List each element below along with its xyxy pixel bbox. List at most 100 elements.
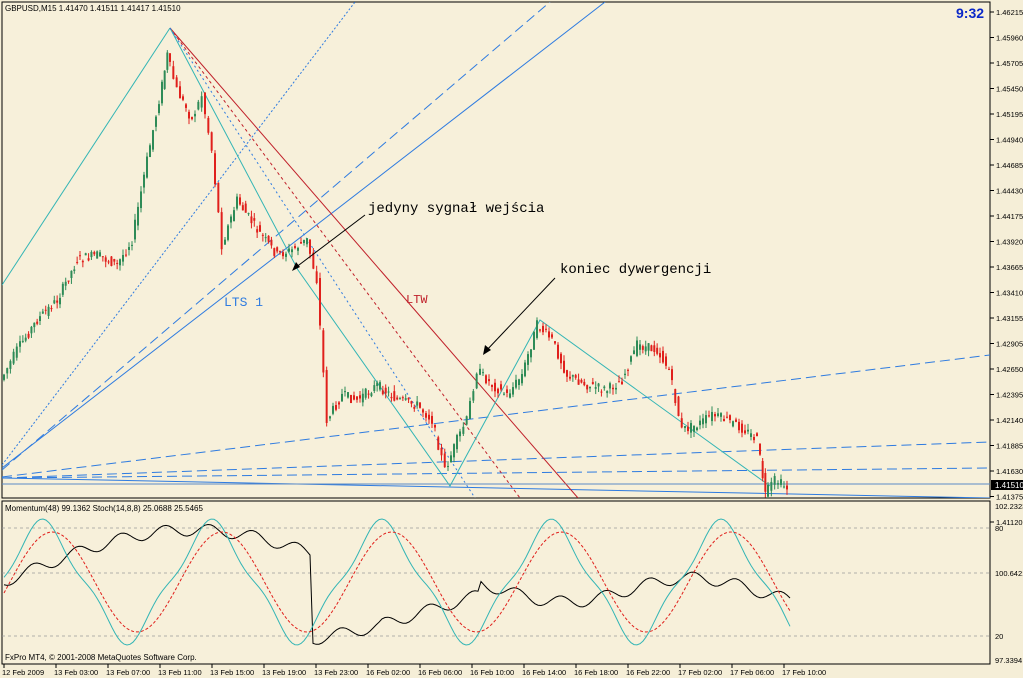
divergence-arrow <box>484 277 556 353</box>
candle-body <box>747 429 749 432</box>
price-chart-area[interactable] <box>1 1 991 499</box>
ltw-label[interactable]: LTW <box>406 293 428 307</box>
candle-body <box>563 360 565 373</box>
candle-body <box>182 96 184 100</box>
lts-trendline[interactable] <box>2 2 606 469</box>
candle-body <box>554 341 556 344</box>
dotted-fan-line[interactable] <box>2 2 356 466</box>
candle-body <box>560 353 562 364</box>
candle-body <box>515 379 517 388</box>
candle-body <box>152 130 154 150</box>
candle-body <box>574 375 577 378</box>
candle-body <box>332 405 334 414</box>
candle-body <box>726 416 728 418</box>
candle-body <box>434 424 436 428</box>
teal-trendline-up[interactable] <box>2 27 171 286</box>
candle-body <box>738 421 740 431</box>
candle-body <box>653 345 656 352</box>
candle-body <box>401 397 404 399</box>
candle-body <box>279 251 281 253</box>
candle-body <box>462 426 465 434</box>
price-tick-label: 1.44940 <box>996 136 1023 145</box>
candle-body <box>61 283 64 295</box>
candle-body <box>425 413 427 418</box>
candle-body <box>786 485 788 490</box>
candle-body <box>431 415 433 424</box>
candle-body <box>217 182 220 213</box>
candle-body <box>597 383 600 387</box>
indicator-tick-label: 80 <box>995 524 1003 533</box>
indicator-label: Momentum(48) 99.1362 Stoch(14,8,8) 25.06… <box>5 504 203 513</box>
candle-body <box>475 373 478 389</box>
candle-body <box>551 334 553 338</box>
candle-body <box>437 437 440 450</box>
candle-body <box>482 372 484 374</box>
candle-body <box>662 350 664 363</box>
annotations[interactable]: jedyny sygnał wejścia koniec dywergencji… <box>224 201 711 355</box>
price-tick-label: 1.46215 <box>996 8 1023 17</box>
lts-label[interactable]: LTS 1 <box>224 295 263 310</box>
candle-body <box>384 387 387 394</box>
ltw-dashed-line[interactable] <box>169 27 521 498</box>
candle-body <box>569 376 571 379</box>
candle-body <box>443 453 446 468</box>
candle-body <box>524 362 526 377</box>
time-tick-label: 16 Feb 10:00 <box>470 668 514 677</box>
candle-body <box>783 486 785 488</box>
candle-body <box>647 343 650 351</box>
candle-body <box>696 427 698 431</box>
candle-body <box>197 101 200 110</box>
candle-body <box>390 396 393 399</box>
candle-body <box>210 132 213 151</box>
candle-body <box>450 455 452 463</box>
candle-body <box>539 329 541 331</box>
candle-body <box>288 248 290 252</box>
candle-body <box>214 153 216 185</box>
candle-body <box>469 401 471 419</box>
candle-body <box>472 391 475 401</box>
drawn-objects[interactable] <box>2 2 990 498</box>
candle-body <box>615 387 617 390</box>
dashed-support-line-1[interactable] <box>2 354 990 478</box>
candle-body <box>404 398 407 400</box>
candle-body <box>770 481 773 491</box>
candle-body <box>33 322 36 328</box>
candle-body <box>668 368 670 370</box>
solid-support-line[interactable] <box>2 477 990 498</box>
candle-body <box>594 387 597 389</box>
symbol-info: GBPUSD,M15 1.41470 1.41511 1.41417 1.415… <box>5 4 181 13</box>
indicator-subwindow[interactable] <box>1 500 991 665</box>
price-tick-label: 1.43155 <box>996 314 1023 323</box>
arrow-head-icon <box>483 345 491 355</box>
candle-body <box>650 345 653 352</box>
candle-body <box>273 248 276 256</box>
indicator-axis: 102.2323 80 100.6421 20 97.3394 <box>995 502 1023 665</box>
candle-body <box>207 117 210 133</box>
candle-body <box>344 391 346 393</box>
candle-body <box>73 269 76 271</box>
candle-body <box>527 354 529 365</box>
price-tick-label: 1.42905 <box>996 340 1023 349</box>
candle-body <box>773 476 776 485</box>
candle-body <box>636 340 638 356</box>
time-tick-label: 13 Feb 23:00 <box>314 668 358 677</box>
price-tick-label: 1.44685 <box>996 161 1023 170</box>
candle-body <box>381 390 384 395</box>
candle-body <box>708 415 710 417</box>
candle-body <box>644 346 647 352</box>
divergence-end-label[interactable]: koniec dywergencji <box>560 262 711 278</box>
dotted-channel-line[interactable] <box>169 27 476 498</box>
dashed-fan-line[interactable] <box>2 2 551 471</box>
candle-body <box>158 104 160 114</box>
price-tick-label: 1.41375 <box>996 493 1023 502</box>
price-tick-label: 1.45705 <box>996 59 1023 68</box>
entry-signal-label[interactable]: jedyny sygnał wejścia <box>368 201 544 217</box>
ltw-trendline[interactable] <box>169 27 579 498</box>
candle-body <box>41 311 44 314</box>
teal-zigzag[interactable] <box>169 27 771 487</box>
candle-body <box>548 331 550 338</box>
candle-body <box>428 414 430 420</box>
candle-body <box>270 239 273 246</box>
price-tick-label: 1.43920 <box>996 238 1023 247</box>
